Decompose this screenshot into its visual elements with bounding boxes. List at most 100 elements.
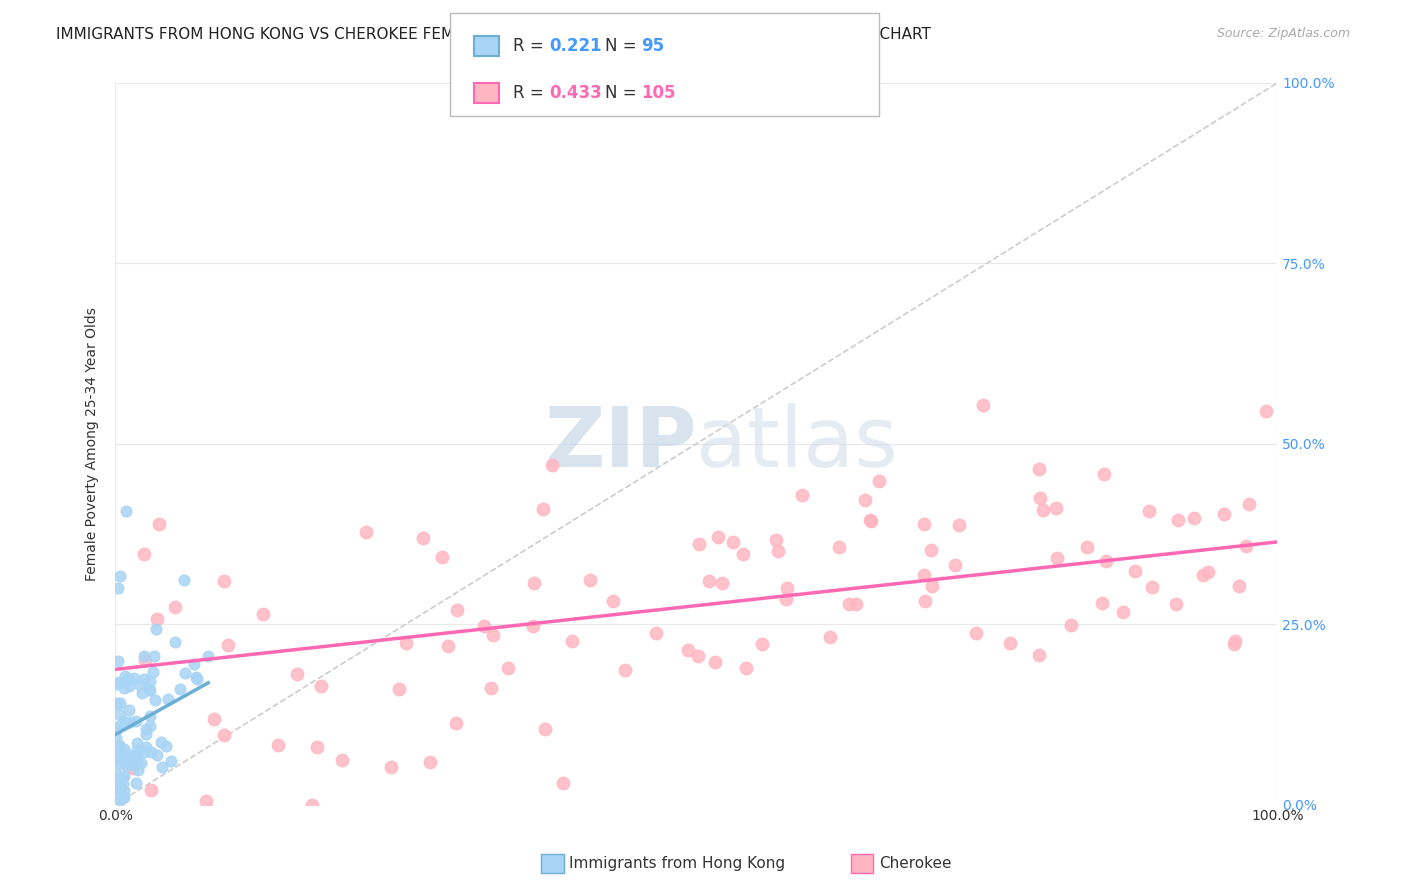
Point: [1197, 565, 1219, 579]
Point: [114, 715, 136, 730]
Point: [105, 752, 128, 766]
Point: [948, 518, 970, 533]
Point: [912, 568, 935, 582]
Point: [614, 663, 637, 677]
Point: [734, 661, 756, 675]
Point: [1192, 568, 1215, 582]
Point: [309, 679, 332, 693]
Point: [108, 674, 131, 689]
Point: [107, 740, 129, 755]
Point: [135, 740, 157, 755]
Point: [186, 670, 208, 684]
Point: [155, 739, 177, 754]
Point: [121, 748, 143, 763]
Point: [711, 575, 734, 590]
Point: [112, 789, 135, 804]
Point: [301, 797, 323, 812]
Point: [128, 676, 150, 690]
Point: [602, 594, 624, 608]
Point: [1223, 633, 1246, 648]
Point: [395, 636, 418, 650]
Point: [112, 742, 135, 756]
Point: [110, 757, 132, 772]
Text: 95: 95: [641, 37, 664, 55]
Point: [129, 756, 152, 771]
Y-axis label: Female Poverty Among 25-34 Year Olds: Female Poverty Among 25-34 Year Olds: [86, 307, 100, 581]
Point: [380, 760, 402, 774]
Point: [921, 579, 943, 593]
Point: [212, 574, 235, 589]
Point: [790, 488, 813, 502]
Point: [1076, 540, 1098, 554]
Point: [105, 723, 128, 737]
Point: [828, 540, 851, 554]
Point: [733, 547, 755, 561]
Point: [108, 696, 131, 710]
Point: [859, 514, 882, 528]
Point: [169, 681, 191, 696]
Point: [540, 458, 562, 473]
Point: [1254, 404, 1277, 418]
Point: [104, 731, 127, 745]
Text: ZIP: ZIP: [544, 403, 696, 484]
Point: [122, 761, 145, 775]
Point: [125, 776, 148, 790]
Point: [110, 676, 132, 690]
Point: [145, 622, 167, 636]
Point: [110, 780, 132, 794]
Point: [112, 784, 135, 798]
Point: [688, 536, 710, 550]
Point: [472, 619, 495, 633]
Point: [1095, 554, 1118, 568]
Point: [645, 625, 668, 640]
Point: [114, 669, 136, 683]
Text: N =: N =: [605, 37, 641, 55]
Point: [204, 713, 226, 727]
Point: [110, 569, 132, 583]
Text: N =: N =: [605, 84, 641, 102]
Point: [120, 714, 142, 729]
Point: [135, 727, 157, 741]
Point: [111, 752, 134, 766]
Point: [108, 706, 131, 721]
Point: [1182, 510, 1205, 524]
Point: [125, 748, 148, 763]
Point: [751, 637, 773, 651]
Point: [579, 573, 602, 587]
Point: [107, 787, 129, 801]
Point: [1091, 596, 1114, 610]
Point: [111, 791, 134, 805]
Point: [165, 599, 187, 614]
Point: [111, 714, 134, 728]
Point: [845, 597, 868, 611]
Point: [115, 758, 138, 772]
Point: [446, 715, 468, 730]
Text: 0.433: 0.433: [550, 84, 603, 102]
Text: 105: 105: [641, 84, 676, 102]
Point: [125, 742, 148, 756]
Point: [125, 736, 148, 750]
Point: [1237, 497, 1260, 511]
Point: [160, 754, 183, 768]
Point: [1223, 637, 1246, 651]
Point: [446, 603, 468, 617]
Point: [146, 747, 169, 762]
Point: [920, 543, 942, 558]
Point: [706, 530, 728, 544]
Point: [107, 655, 129, 669]
Point: [121, 757, 143, 772]
Point: [138, 719, 160, 733]
Point: [105, 696, 128, 710]
Point: [1139, 504, 1161, 518]
Text: Cherokee: Cherokee: [879, 856, 952, 871]
Point: [114, 674, 136, 689]
Point: [122, 755, 145, 769]
Point: [1045, 501, 1067, 516]
Point: [914, 594, 936, 608]
Point: [124, 671, 146, 685]
Point: [676, 643, 699, 657]
Point: [120, 748, 142, 763]
Point: [131, 686, 153, 700]
Point: [838, 597, 860, 611]
Point: [267, 738, 290, 752]
